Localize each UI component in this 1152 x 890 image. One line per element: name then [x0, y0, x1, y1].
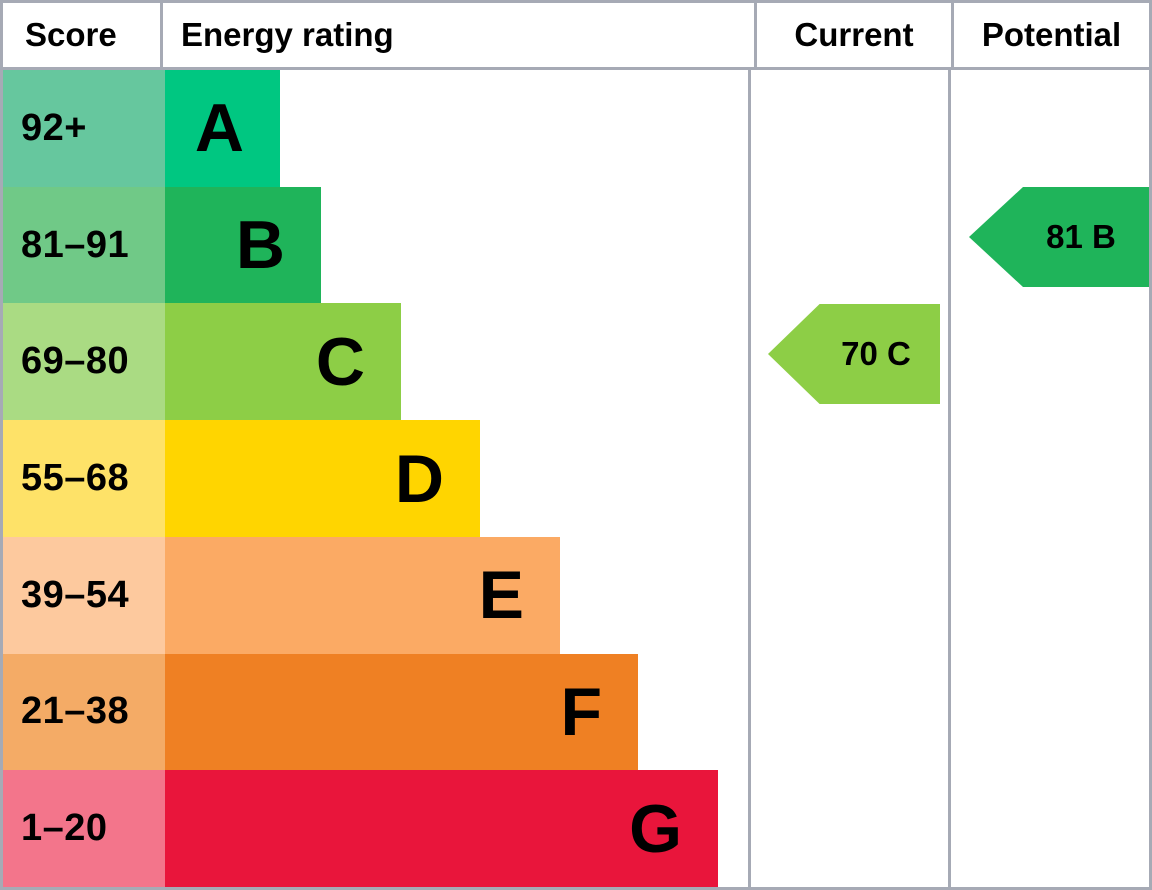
score-range-c: 69–80	[3, 303, 165, 421]
score-range-d: 55–68	[3, 420, 165, 537]
score-range-f: 21–38	[3, 653, 165, 771]
band-row-b: 81–91 B	[3, 186, 748, 304]
header-potential-label: Potential	[951, 3, 1149, 67]
band-row-g: 1–20 G	[3, 770, 748, 887]
header-row: Score Energy rating Current Potential	[3, 3, 1149, 70]
chart-body: 92+ A 81–91 B 69–80 C 55–68 D 39–54 E 21…	[3, 70, 1149, 887]
potential-rating-arrow: 81 B	[969, 187, 1149, 287]
band-bar-e: E	[165, 536, 560, 654]
header-score-label: Score	[3, 3, 163, 67]
score-range-a: 92+	[3, 70, 165, 187]
band-bar-d: D	[165, 420, 480, 537]
score-range-g: 1–20	[3, 770, 165, 887]
score-range-e: 39–54	[3, 536, 165, 654]
header-energy-rating-label: Energy rating	[181, 16, 394, 53]
band-bar-c: C	[165, 303, 401, 421]
current-column: 70 C	[748, 70, 948, 887]
current-rating-arrow: 70 C	[768, 304, 940, 404]
band-bar-a: A	[165, 70, 280, 187]
band-row-d: 55–68 D	[3, 420, 748, 537]
score-range-b: 81–91	[3, 186, 165, 304]
band-bar-f: F	[165, 653, 638, 771]
potential-column: 81 B	[948, 70, 1149, 887]
band-bar-g: G	[165, 770, 718, 887]
band-row-c: 69–80 C	[3, 303, 748, 421]
band-row-a: 92+ A	[3, 70, 748, 187]
band-row-e: 39–54 E	[3, 536, 748, 654]
band-bar-b: B	[165, 186, 321, 304]
bands-area: 92+ A 81–91 B 69–80 C 55–68 D 39–54 E 21…	[3, 70, 748, 887]
header-current-label: Current	[754, 3, 951, 67]
band-row-f: 21–38 F	[3, 653, 748, 771]
